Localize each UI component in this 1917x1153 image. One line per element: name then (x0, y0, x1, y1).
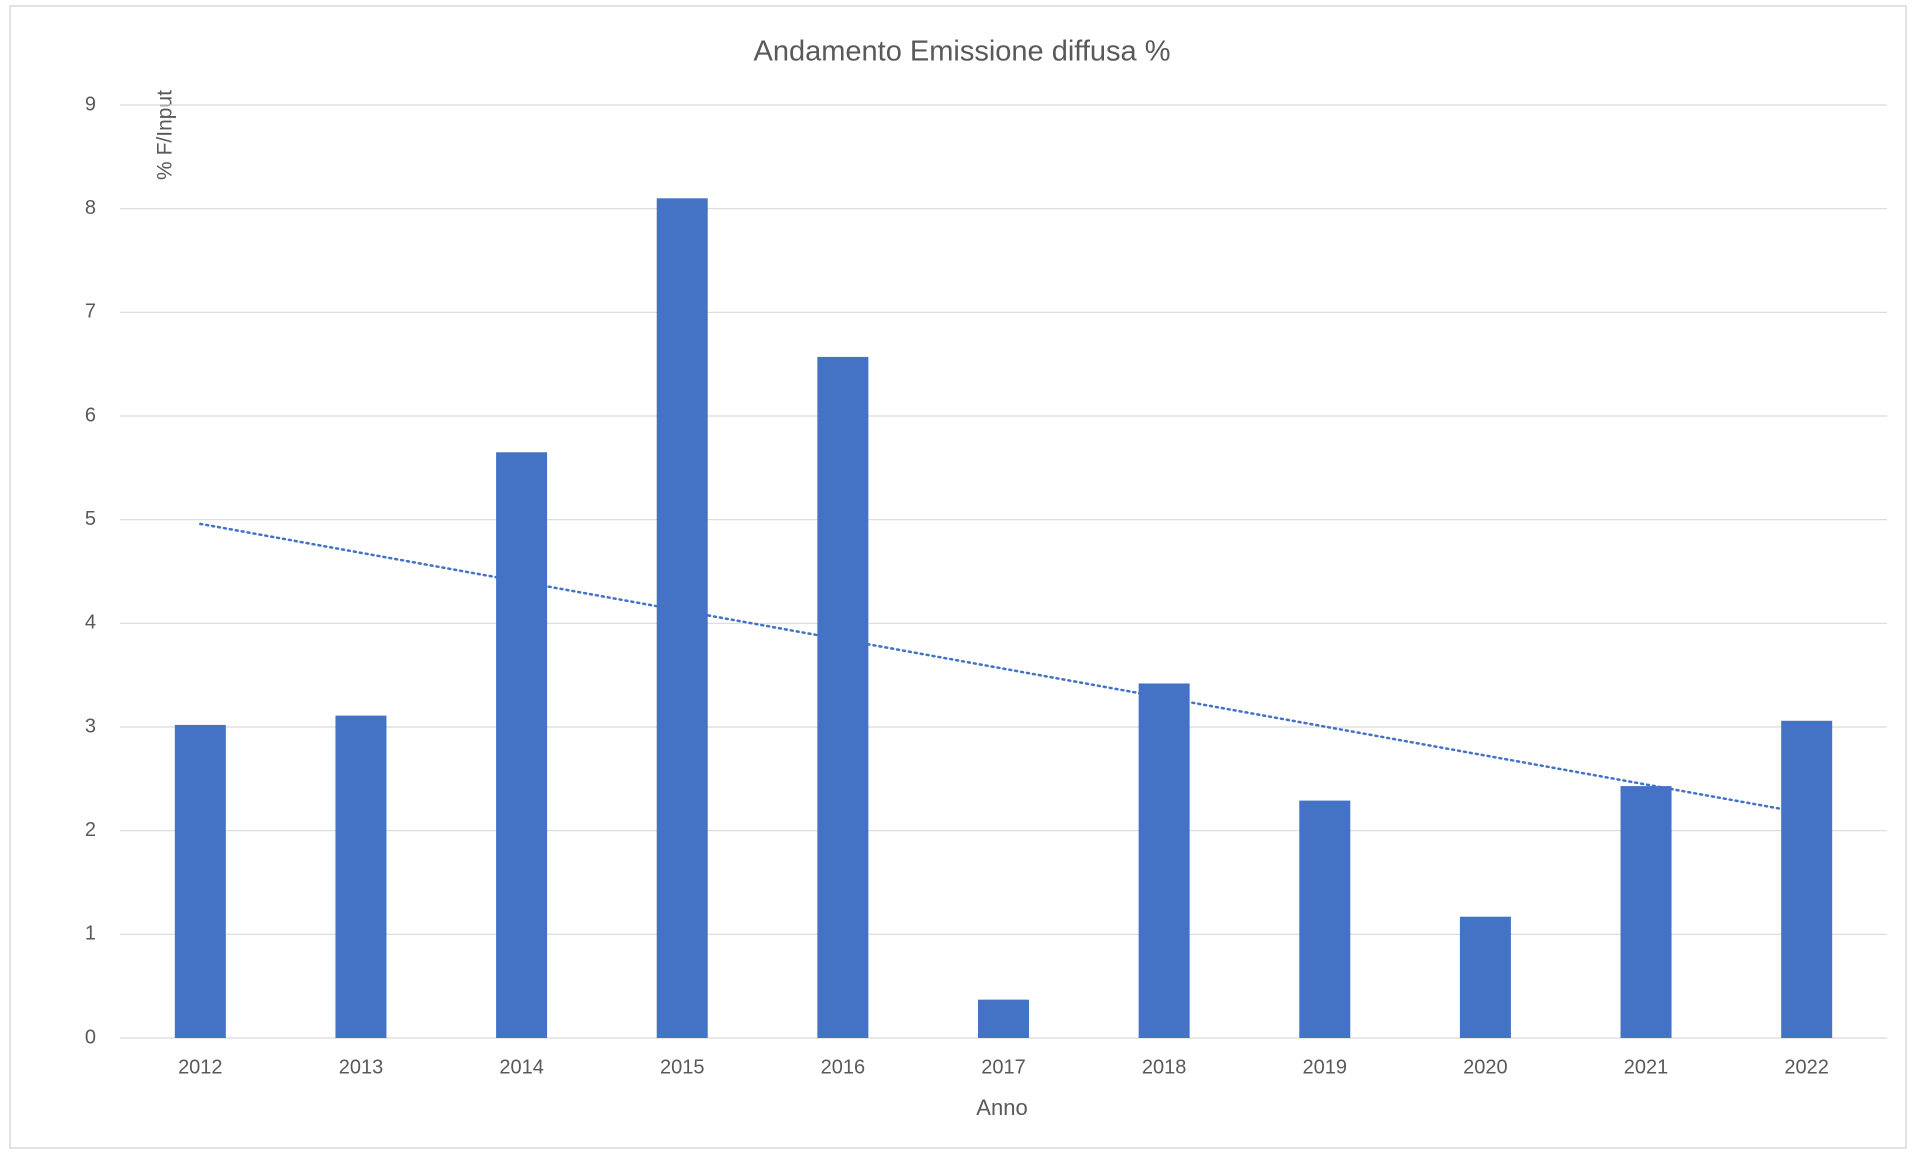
y-tick-label: 0 (85, 1026, 96, 1048)
bar (1459, 916, 1511, 1038)
chart-frame (9, 5, 1907, 1149)
y-tick-label: 4 (85, 612, 96, 634)
x-tick-label: 2019 (1303, 1056, 1348, 1078)
y-tick-label: 9 (85, 93, 96, 115)
x-axis-label: Anno (976, 1095, 1027, 1120)
bar (656, 198, 708, 1039)
x-tick-label: 2014 (499, 1056, 544, 1078)
x-tick-label: 2017 (981, 1056, 1026, 1078)
y-tick-label: 5 (85, 508, 96, 530)
bar (1299, 800, 1351, 1038)
x-tick-label: 2020 (1463, 1056, 1508, 1078)
bar (174, 724, 226, 1038)
bar (496, 452, 548, 1038)
x-tick-label: 2015 (660, 1056, 705, 1078)
x-tick-label: 2021 (1624, 1056, 1669, 1078)
y-tick-label: 7 (85, 301, 96, 323)
x-tick-label: 2012 (178, 1056, 223, 1078)
y-axis-label: % F/Input (154, 90, 177, 180)
bar (1138, 683, 1190, 1038)
x-tick-label: 2016 (821, 1056, 866, 1078)
x-tick-label: 2022 (1784, 1056, 1829, 1078)
trendline (199, 522, 1808, 815)
bar (978, 999, 1029, 1038)
y-tick-label: 3 (85, 715, 96, 737)
bar (335, 715, 387, 1038)
chart-title: Andamento Emissione diffusa % (754, 36, 1171, 68)
bar (817, 356, 869, 1038)
y-tick-label: 2 (85, 819, 96, 841)
bar (1781, 720, 1833, 1038)
y-tick-label: 8 (85, 197, 96, 219)
x-tick-label: 2018 (1142, 1056, 1187, 1078)
x-tick-label: 2013 (339, 1056, 384, 1078)
bar (1620, 786, 1672, 1038)
y-tick-label: 1 (85, 923, 96, 945)
y-tick-label: 6 (85, 404, 96, 426)
